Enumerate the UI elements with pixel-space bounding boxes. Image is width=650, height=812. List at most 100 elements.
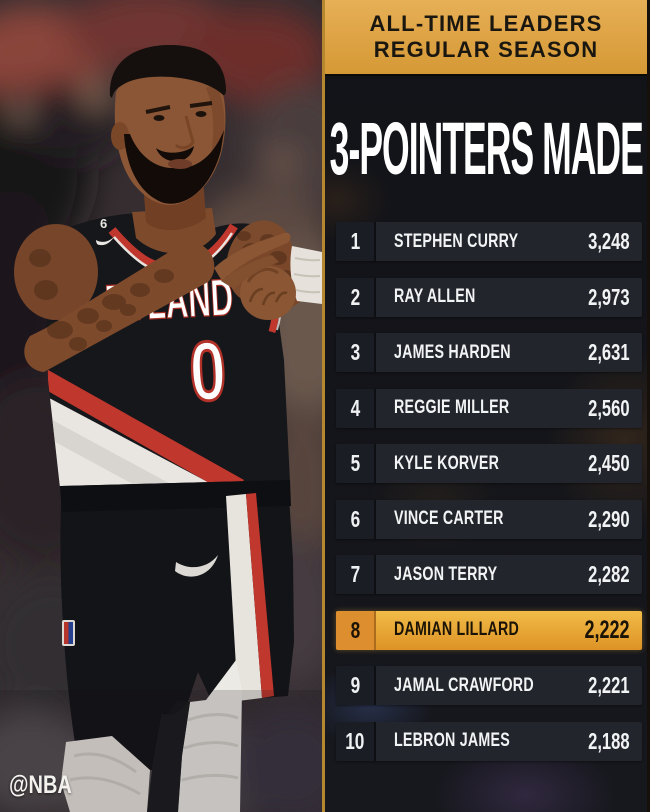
- player-name-cell: JAMES HARDEN: [376, 333, 572, 372]
- player-value: 2,450: [588, 450, 630, 476]
- rank-cell: 6: [336, 499, 376, 539]
- player-value: 2,188: [588, 727, 630, 754]
- player-illustration: 6 RTLAND 0: [0, 0, 322, 812]
- rank-number: 1: [350, 228, 360, 254]
- nba-watermark: @NBA: [9, 771, 72, 799]
- leaderboard-row: 1 STEPHEN CURRY 3,248: [336, 222, 642, 261]
- jersey-chest-number: 6: [100, 216, 107, 231]
- player-name: KYLE KORVER: [394, 452, 500, 474]
- player-value-cell: 2,188: [572, 722, 642, 761]
- player-value: 2,973: [588, 283, 630, 310]
- player-name: STEPHEN CURRY: [394, 230, 519, 252]
- ear: [111, 122, 129, 150]
- player-value: 2,282: [588, 561, 630, 587]
- rank-number: 3: [350, 339, 360, 365]
- player-value-cell: 2,560: [572, 389, 642, 428]
- player-value: 2,290: [588, 505, 630, 532]
- player-name-cell: JAMAL CRAWFORD: [376, 666, 572, 705]
- player-name-cell: RAY ALLEN: [376, 278, 572, 317]
- pointing-finger: [214, 232, 291, 281]
- fist: [240, 266, 296, 320]
- player-name-cell: STEPHEN CURRY: [376, 222, 572, 261]
- leaderboard-row: 10 LEBRON JAMES 2,188: [336, 721, 642, 761]
- player-name-cell: VINCE CARTER: [376, 500, 572, 539]
- rank-cell: 8: [336, 610, 376, 650]
- title-wrap: 3-POINTERS MADE: [325, 76, 647, 220]
- leaderboard-row: 3 JAMES HARDEN 2,631: [336, 333, 642, 372]
- rank-cell: 5: [336, 444, 376, 483]
- jersey-swoosh-icon: [96, 237, 114, 246]
- player-name: JAMAL CRAWFORD: [394, 674, 534, 696]
- player-name-cell: REGGIE MILLER: [376, 389, 572, 428]
- shorts-stripe-white: [226, 494, 262, 701]
- jersey-sash-white: [45, 372, 238, 488]
- shorts-swoosh-icon: [175, 555, 218, 577]
- player-value: 3,248: [588, 228, 630, 254]
- hair: [109, 45, 226, 98]
- player-value-cell: 2,221: [572, 666, 642, 705]
- player-name-cell: DAMIAN LILLARD: [376, 611, 567, 650]
- player-value-cell: 2,282: [572, 555, 642, 594]
- player-name: RAY ALLEN: [394, 286, 476, 307]
- player-name: JAMES HARDEN: [394, 341, 511, 363]
- player-name: VINCE CARTER: [394, 508, 504, 529]
- rank-cell: 2: [336, 277, 376, 317]
- shorts-stripe-red: [246, 493, 274, 698]
- legs: [61, 660, 242, 812]
- leaders-panel: ALL-TIME LEADERS REGULAR SEASON 3-POINTE…: [322, 0, 650, 812]
- player-head: [109, 45, 226, 231]
- leaderboard: 1 STEPHEN CURRY 3,248 2 RAY ALLEN 2,973 …: [325, 220, 647, 761]
- header-line2: REGULAR SEASON: [373, 37, 599, 62]
- leaderboard-row: 8 DAMIAN LILLARD 2,222: [336, 610, 642, 650]
- header-band: ALL-TIME LEADERS REGULAR SEASON: [325, 0, 647, 76]
- player-value: 2,631: [588, 339, 630, 365]
- leaderboard-row: 6 VINCE CARTER 2,290: [336, 499, 642, 539]
- player-name-cell: LEBRON JAMES: [376, 722, 572, 761]
- rank-number: 5: [350, 450, 360, 476]
- rank-number: 7: [350, 561, 360, 587]
- rank-number: 9: [350, 672, 360, 698]
- player-value-cell: 2,450: [572, 444, 642, 483]
- rank-cell: 4: [336, 388, 376, 428]
- player-value: 2,221: [588, 672, 630, 698]
- rank-number: 6: [350, 505, 360, 532]
- player-value: 2,222: [584, 615, 630, 644]
- rank-number: 2: [350, 283, 360, 310]
- rank-cell: 10: [336, 721, 376, 761]
- jersey-sash-red: [45, 352, 244, 488]
- leaderboard-row: 2 RAY ALLEN 2,973: [336, 277, 642, 317]
- beard: [124, 130, 224, 204]
- player-value-cell: 2,290: [572, 500, 642, 539]
- header-line1: ALL-TIME LEADERS: [369, 11, 603, 37]
- player-name: DAMIAN LILLARD: [394, 619, 520, 640]
- leaderboard-row: 5 KYLE KORVER 2,450: [336, 444, 642, 483]
- player-name: REGGIE MILLER: [394, 397, 510, 418]
- forearm-tattoos: [29, 249, 174, 351]
- player-name: JASON TERRY: [394, 563, 498, 585]
- player-name-cell: JASON TERRY: [376, 555, 572, 594]
- rank-cell: 9: [336, 666, 376, 705]
- player-value-cell: 2,631: [572, 333, 642, 372]
- player-value-cell: 2,973: [572, 278, 642, 317]
- leaderboard-row: 4 REGGIE MILLER 2,560: [336, 388, 642, 428]
- rank-cell: 7: [336, 555, 376, 594]
- leaderboard-row: 7 JASON TERRY 2,282: [336, 555, 642, 594]
- rank-cell: 3: [336, 333, 376, 372]
- page-title: 3-POINTERS MADE: [329, 106, 643, 190]
- jersey-number: 0: [186, 322, 230, 420]
- player-name-cell: KYLE KORVER: [376, 444, 572, 483]
- player-photo: 6 RTLAND 0: [0, 0, 322, 812]
- rank-cell: 1: [336, 222, 376, 261]
- rank-number: 10: [345, 727, 365, 754]
- nba-logo-patch: [62, 620, 75, 646]
- rank-number: 8: [350, 616, 360, 643]
- right-arm-pointing: [14, 224, 291, 372]
- player-name: LEBRON JAMES: [394, 730, 510, 751]
- player-value-cell: 2,222: [567, 611, 642, 650]
- player-value: 2,560: [588, 394, 630, 421]
- leaderboard-row: 9 JAMAL CRAWFORD 2,221: [336, 666, 642, 705]
- rank-number: 4: [350, 394, 360, 421]
- player-value-cell: 3,248: [572, 222, 642, 261]
- svg-text:0: 0: [187, 323, 228, 418]
